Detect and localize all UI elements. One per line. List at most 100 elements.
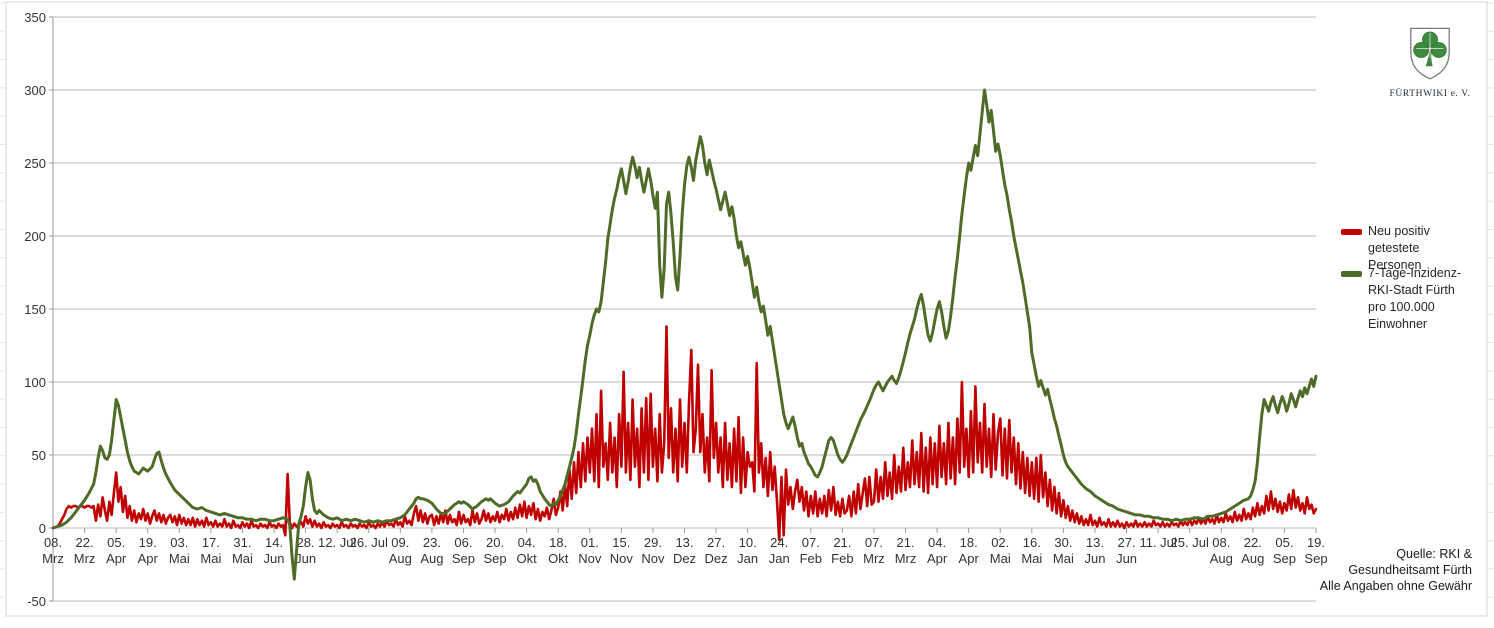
y-tick-label: 350 xyxy=(24,10,46,25)
x-tick-label: 14. xyxy=(265,535,283,550)
series-line-incidence xyxy=(51,88,1318,581)
x-tick-label: Mai xyxy=(1053,551,1074,566)
legend-label-new-positive: Neu positiv getestete Personen xyxy=(1368,224,1430,272)
x-tick-label: 23. xyxy=(423,535,441,550)
x-tick-label: 30. xyxy=(1054,535,1072,550)
x-tick-label: 16. xyxy=(1023,535,1041,550)
x-tick-label: 26. Jul xyxy=(350,535,388,550)
source-line-2: Gesundheitsamt Fürth xyxy=(1348,563,1472,577)
x-tick-label: 01. xyxy=(581,535,599,550)
x-tick-label: Dez xyxy=(673,551,696,566)
source-line-3: Alle Angaben ohne Gewähr xyxy=(1319,579,1472,593)
x-tick-label: 03. xyxy=(170,535,188,550)
x-tick-label: 08. xyxy=(44,535,62,550)
x-tick-label: 02. xyxy=(991,535,1009,550)
x-tick-label: Jan xyxy=(737,551,758,566)
x-tick-label: Sep xyxy=(1273,551,1296,566)
y-tick-label: -50 xyxy=(27,594,46,609)
x-tick-label: Jun xyxy=(295,551,316,566)
legend-item-incidence: 7-Tage-Inzidenz-RKI-Stadt Fürth pro 100.… xyxy=(1341,265,1467,333)
x-tick-label: Nov xyxy=(610,551,634,566)
x-tick-label: Jun xyxy=(264,551,285,566)
x-tick-label: 24. xyxy=(770,535,788,550)
x-tick-label: 10. xyxy=(739,535,757,550)
x-tick-label: Okt xyxy=(517,551,538,566)
x-tick-label: Mrz xyxy=(42,551,64,566)
x-tick-label: 21. xyxy=(896,535,914,550)
x-tick-label: Sep xyxy=(452,551,475,566)
x-tick-label: Aug xyxy=(389,551,412,566)
x-tick-label: Mrz xyxy=(74,551,96,566)
x-tick-label: Mai xyxy=(990,551,1011,566)
x-tick-label: Nov xyxy=(578,551,602,566)
x-tick-label: Aug xyxy=(420,551,443,566)
x-tick-label: Sep xyxy=(1304,551,1327,566)
x-tick-label: 07. xyxy=(802,535,820,550)
x-tick-label: Apr xyxy=(927,551,948,566)
x-tick-label: 07. xyxy=(865,535,883,550)
x-tick-label: 22. xyxy=(1244,535,1262,550)
x-tick-label: Mai xyxy=(232,551,253,566)
x-tick-label: 18. xyxy=(549,535,567,550)
source-note: Quelle: RKI & Gesundheitsamt Fürth Alle … xyxy=(1320,546,1472,594)
x-tick-label: 19. xyxy=(1307,535,1325,550)
x-tick-label: Jun xyxy=(1084,551,1105,566)
legend-swatch-green xyxy=(1341,271,1362,277)
y-tick-label: 150 xyxy=(24,302,46,317)
x-tick-label: Mai xyxy=(200,551,221,566)
x-tick-label: Feb xyxy=(831,551,853,566)
x-tick-label: 04. xyxy=(928,535,946,550)
x-tick-label: 13. xyxy=(675,535,693,550)
x-tick-label: 11. Jul xyxy=(1139,535,1176,550)
x-tick-label: 27. xyxy=(707,535,725,550)
x-tick-label: Apr xyxy=(106,551,127,566)
fuerthwiki-logo: FÜRTHWIKI e. V. xyxy=(1388,26,1472,99)
x-tick-label: 05. xyxy=(107,535,125,550)
x-tick-label: 29. xyxy=(644,535,662,550)
x-tick-label: 20. xyxy=(486,535,504,550)
legend-swatch-red xyxy=(1341,229,1362,235)
x-tick-label: 31. xyxy=(233,535,251,550)
x-tick-label: Mai xyxy=(169,551,190,566)
x-tick-label: 22. xyxy=(76,535,94,550)
x-tick-label: Nov xyxy=(641,551,665,566)
y-tick-label: 200 xyxy=(24,229,46,244)
y-tick-label: 0 xyxy=(39,521,46,536)
x-tick-label: Apr xyxy=(959,551,980,566)
x-tick-label: 09. xyxy=(391,535,409,550)
x-tick-label: Mrz xyxy=(863,551,885,566)
x-tick-label: 13. xyxy=(1086,535,1104,550)
x-tick-label: Feb xyxy=(800,551,822,566)
x-tick-label: 05. xyxy=(1275,535,1293,550)
x-tick-label: Okt xyxy=(548,551,569,566)
x-tick-label: Jan xyxy=(769,551,790,566)
fuerthwiki-shield-icon xyxy=(1410,27,1450,80)
x-tick-label: Mai xyxy=(1021,551,1042,566)
y-tick-label: 300 xyxy=(24,83,46,98)
x-tick-label: Dez xyxy=(705,551,728,566)
x-tick-label: 28. xyxy=(297,535,315,550)
x-tick-label: 17. xyxy=(202,535,220,550)
x-tick-label: Sep xyxy=(483,551,506,566)
x-tick-label: 19. xyxy=(139,535,157,550)
x-tick-label: 21. xyxy=(833,535,851,550)
legend-label-incidence: 7-Tage-Inzidenz-RKI-Stadt Fürth pro 100.… xyxy=(1368,266,1462,331)
fuerthwiki-caption: FÜRTHWIKI e. V. xyxy=(1389,89,1471,99)
x-tick-label: Jun xyxy=(1116,551,1137,566)
y-tick-label: 250 xyxy=(24,156,46,171)
x-tick-label: 04. xyxy=(518,535,536,550)
y-tick-label: 50 xyxy=(32,448,46,463)
legend-item-new-positive: Neu positiv getestete Personen xyxy=(1341,223,1467,274)
x-tick-label: 15. xyxy=(612,535,630,550)
x-tick-label: Aug xyxy=(1241,551,1264,566)
y-tick-label: 100 xyxy=(24,375,46,390)
x-tick-label: 06. xyxy=(454,535,472,550)
cloverleaf-icon xyxy=(1413,31,1447,67)
x-tick-label: Apr xyxy=(138,551,159,566)
x-tick-label: 08. xyxy=(1212,535,1230,550)
series-line-new-positive xyxy=(51,325,1318,541)
source-line-1: Quelle: RKI & xyxy=(1396,547,1472,561)
x-tick-label: 18. xyxy=(960,535,978,550)
